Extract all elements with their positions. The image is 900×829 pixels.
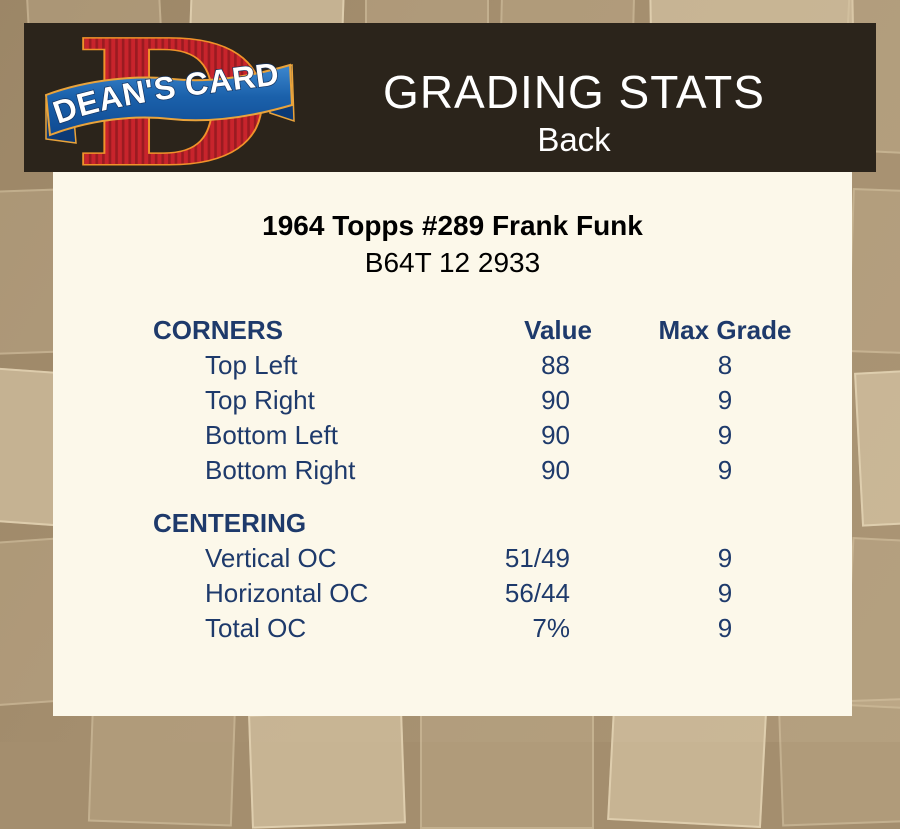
row-max-grade: 9 <box>717 543 733 573</box>
header-banner: D DEAN'S CARDS GRADING STATS Back <box>24 23 876 172</box>
collage-card <box>248 709 406 829</box>
row-value: 90 <box>541 420 570 450</box>
collage-card <box>847 188 900 356</box>
row-label: Top Right <box>205 385 315 415</box>
collage-card <box>843 537 900 712</box>
row-label: Top Left <box>205 350 298 380</box>
collage-card <box>854 367 900 527</box>
collage-card <box>87 697 237 827</box>
row-max-grade: 9 <box>717 385 733 415</box>
collage-card <box>777 697 900 827</box>
card-side-label: Back <box>537 121 611 158</box>
section-label-corners: CORNERS <box>153 315 284 345</box>
grading-stats-panel: 1964 Topps #289 Frank Funk B64T 12 2933 … <box>53 172 852 716</box>
card-id: B64T 12 2933 <box>364 247 541 278</box>
row-label: Total OC <box>205 613 307 643</box>
deans-cards-logo[interactable]: D DEAN'S CARDS <box>44 33 296 171</box>
row-value: 51/49 <box>504 543 570 573</box>
collage-card <box>607 706 767 828</box>
section-header-row: CENTERING <box>53 506 852 541</box>
row-max-grade: 9 <box>717 613 733 643</box>
table-row: Horizontal OC 56/44 9 <box>53 576 852 611</box>
row-value: 90 <box>541 385 570 415</box>
stats-table: CORNERS Value Max Grade Top Left 88 8 To… <box>53 313 852 646</box>
row-label: Bottom Right <box>205 455 356 485</box>
row-value: 88 <box>541 350 570 380</box>
card-title: 1964 Topps #289 Frank Funk <box>262 210 643 241</box>
row-label: Horizontal OC <box>205 578 369 608</box>
row-label: Bottom Left <box>205 420 338 450</box>
page-title: GRADING STATS <box>383 66 765 118</box>
row-max-grade: 9 <box>717 578 733 608</box>
column-header-value: Value <box>524 315 592 345</box>
section-label-centering: CENTERING <box>153 508 307 538</box>
table-header-row: CORNERS Value Max Grade <box>53 313 852 348</box>
column-header-max-grade: Max Grade <box>658 315 792 345</box>
table-row: Bottom Left 90 9 <box>53 418 852 453</box>
row-label: Vertical OC <box>205 543 337 573</box>
table-row: Total OC 7% 9 <box>53 611 852 646</box>
row-max-grade: 9 <box>717 420 733 450</box>
row-value: 90 <box>541 455 570 485</box>
table-row: Vertical OC 51/49 9 <box>53 541 852 576</box>
row-value: 56/44 <box>504 578 570 608</box>
header-text: GRADING STATS Back <box>294 23 854 172</box>
table-row: Bottom Right 90 9 <box>53 453 852 488</box>
table-row: Top Left 88 8 <box>53 348 852 383</box>
collage-card <box>420 705 594 829</box>
row-max-grade: 9 <box>717 455 733 485</box>
row-max-grade: 8 <box>717 350 733 380</box>
row-value: 7% <box>532 613 570 643</box>
table-row: Top Right 90 9 <box>53 383 852 418</box>
